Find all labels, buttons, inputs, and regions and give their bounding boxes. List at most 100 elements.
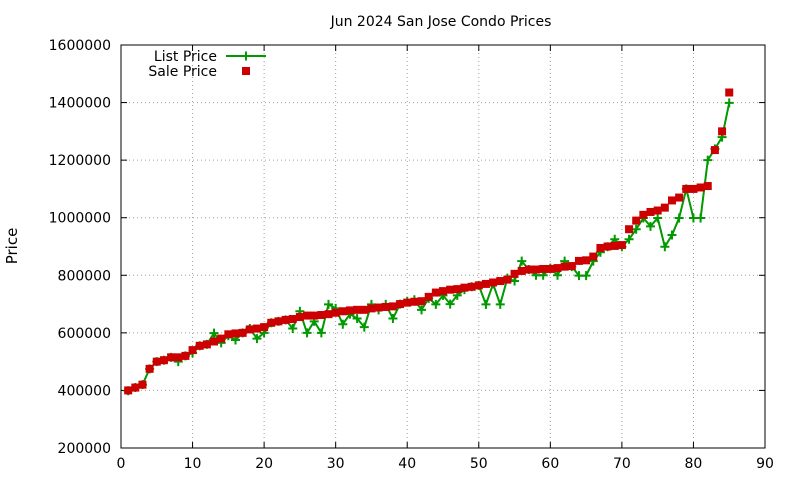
sale-price-point: [439, 287, 447, 296]
y-tick-label: 1400000: [49, 96, 111, 112]
list-price-point: [703, 155, 713, 165]
sale-price-point: [718, 127, 727, 136]
sale-price-point: [653, 206, 662, 215]
sale-price-point: [481, 279, 490, 288]
list-price-point: [581, 271, 591, 281]
list-price-point: [316, 328, 326, 338]
list-price-point: [324, 299, 334, 309]
list-price-point: [653, 213, 663, 223]
sale-price-point: [202, 340, 211, 349]
sale-price-point: [474, 281, 483, 290]
sale-price-point: [646, 207, 655, 216]
sale-price-point: [374, 303, 383, 312]
sale-price-point: [131, 383, 140, 392]
sale-price-point: [489, 278, 498, 287]
sale-price-point: [195, 341, 204, 350]
sale-price-point: [703, 182, 712, 191]
sale-price-point: [410, 297, 419, 306]
sale-price-point: [539, 264, 548, 273]
list-price-point: [552, 270, 562, 280]
x-tick-label: 90: [756, 456, 774, 472]
sale-price-point: [310, 311, 319, 320]
sale-price-point: [431, 288, 440, 297]
list-price-point: [359, 322, 369, 332]
sale-price-point: [338, 307, 347, 316]
list-price-point: [417, 305, 427, 315]
list-price-point: [646, 221, 656, 231]
sale-price-point: [710, 146, 719, 155]
axis-ticks: 0 10 20 30 40 50 60 70 80 90 200000 400000 600000 800…: [49, 38, 774, 472]
y-tick-label: 400000: [58, 383, 111, 399]
sale-price-point: [288, 315, 297, 324]
sale-price-point: [224, 330, 233, 339]
sale-price-point: [667, 196, 676, 205]
y-tick-label: 1200000: [49, 153, 111, 169]
list-price-point: [302, 328, 312, 338]
sale-price-point: [145, 364, 154, 373]
y-tick-label: 800000: [58, 268, 111, 284]
sale-price-point: [252, 324, 261, 333]
sale-price-point: [217, 334, 226, 343]
plot-frame: [120, 44, 766, 449]
list-price-point: [674, 213, 684, 223]
list-price-point: [352, 313, 362, 323]
x-tick-label: 50: [470, 456, 488, 472]
sale-price-point: [610, 241, 619, 250]
sale-price-point: [503, 275, 512, 284]
sale-price-point: [675, 193, 684, 202]
sale-price-point: [582, 256, 591, 265]
sale-price-point: [553, 264, 562, 273]
sale-price-point: [532, 265, 541, 274]
sale-price-point: [682, 184, 691, 193]
sale-price-point: [596, 243, 605, 252]
x-tick-label: 30: [327, 456, 345, 472]
sale-price-point: [210, 337, 219, 346]
list-price-point: [724, 98, 734, 108]
sale-price-point: [260, 323, 269, 332]
sale-price-point: [295, 313, 304, 322]
y-tick-label: 1600000: [49, 38, 111, 54]
list-price-point: [252, 334, 262, 344]
sale-price-point: [460, 283, 469, 292]
sale-price-point: [639, 210, 648, 219]
sale-price-point: [424, 292, 433, 301]
sale-price-point: [124, 386, 133, 395]
sale-price-point: [152, 357, 161, 366]
data-series: [123, 88, 734, 396]
sale-price-point: [281, 315, 290, 324]
sale-price-point: [574, 256, 583, 265]
sale-price-point: [345, 306, 354, 315]
list-price-point: [495, 299, 505, 309]
list-price-point: [445, 299, 455, 309]
sale-price-point: [510, 269, 519, 278]
sale-price-point: [625, 225, 634, 234]
list-price-point: [288, 324, 298, 334]
list-price-point: [510, 276, 520, 286]
list-price-line: [127, 102, 731, 392]
legend-marker-list-price: [241, 51, 251, 61]
sale-price-point: [524, 265, 533, 274]
sale-price-point: [453, 285, 462, 294]
x-tick-label: 0: [117, 456, 126, 472]
sale-price-point: [603, 242, 612, 251]
list-price-point: [388, 313, 398, 323]
sale-price-point: [353, 305, 362, 314]
sale-price-point: [188, 346, 197, 355]
sale-price-point: [446, 285, 455, 294]
sale-price-point: [388, 302, 397, 311]
sale-price-point: [381, 302, 390, 311]
sale-price-point: [517, 266, 526, 275]
list-price-point: [338, 319, 348, 329]
list-price-point: [431, 299, 441, 309]
chart-title: Jun 2024 San Jose Condo Prices: [330, 14, 552, 30]
legend-label-list-price: List Price: [154, 49, 217, 65]
sale-price-point: [589, 252, 598, 261]
list-price-point: [696, 213, 706, 223]
sale-price-point: [324, 310, 333, 319]
list-price-point: [667, 230, 677, 240]
sale-price-point: [303, 311, 312, 320]
sale-price-point: [725, 88, 734, 97]
sale-price-point: [660, 203, 669, 212]
